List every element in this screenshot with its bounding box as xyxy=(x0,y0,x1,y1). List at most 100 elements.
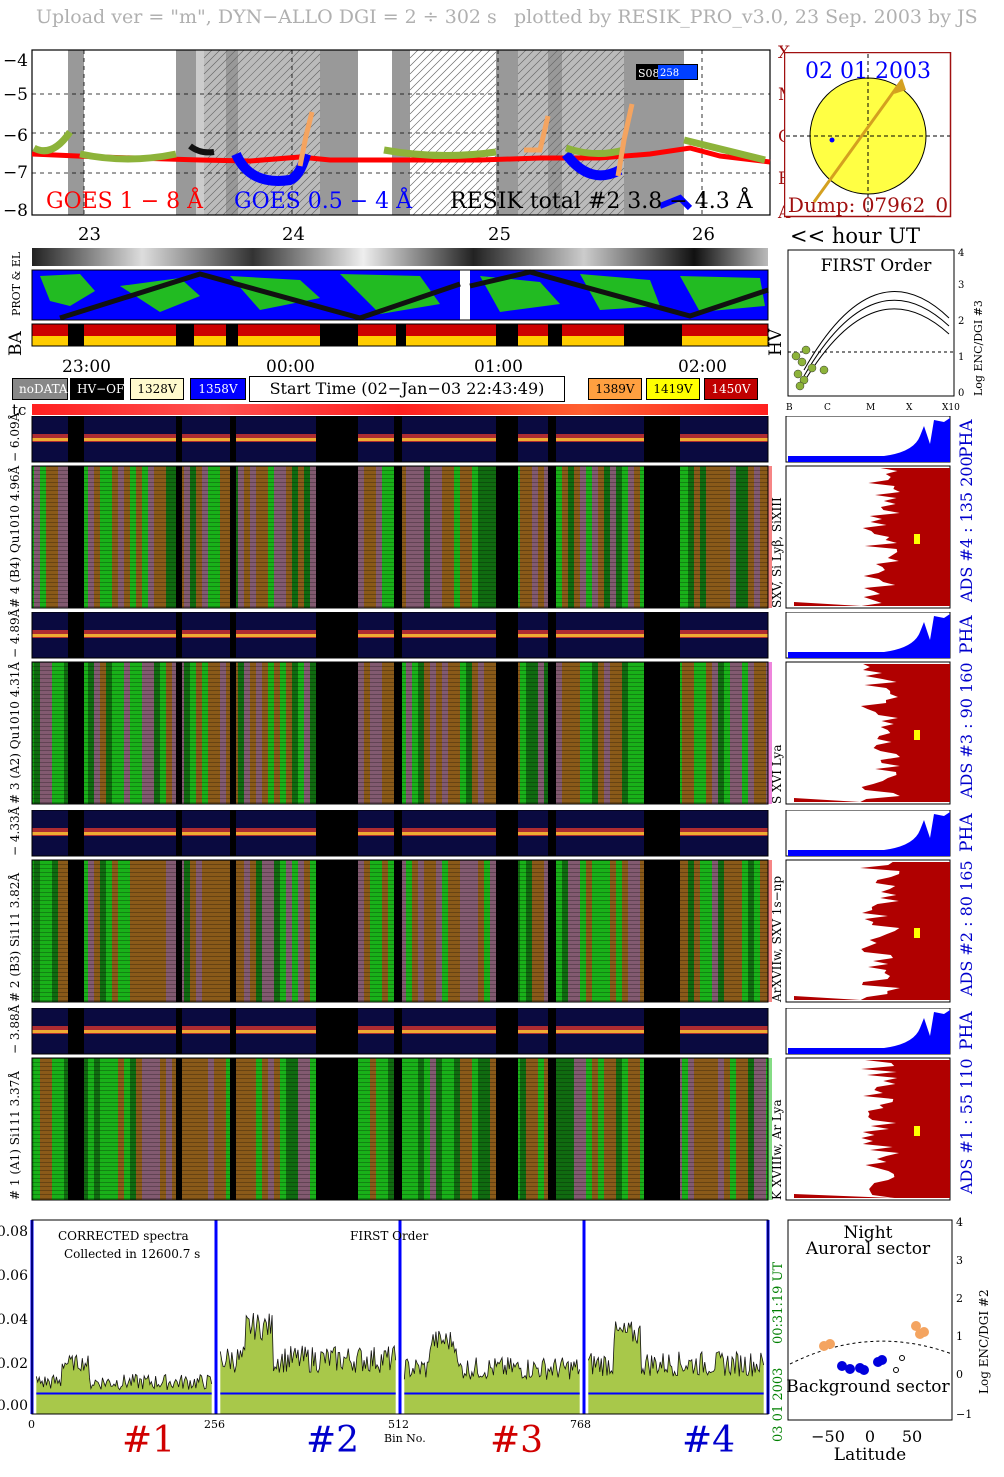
pha-label-2: PHA xyxy=(957,813,977,852)
channel-label-3: # 3 (A2) Qu1010 4.31Å xyxy=(8,661,22,804)
spec-ytick-004: 0.04 xyxy=(0,1312,28,1328)
lat-ytick-0: 0 xyxy=(956,1368,963,1381)
lat-title-background: Background sector xyxy=(786,1377,950,1397)
first-order-ytick-2: 2 xyxy=(958,316,964,327)
legend-tag-3: 1358V xyxy=(190,378,246,400)
goes-band-8 xyxy=(496,50,518,215)
pha-wavelength-1: − 3.88Å xyxy=(8,1004,22,1054)
channel-1-side: PHA ADS #1 : 55 110 xyxy=(785,1008,977,1201)
hour-label-24: 24 xyxy=(282,224,305,245)
resik-orange-1 xyxy=(297,111,315,167)
first-order-xtick-c: C xyxy=(824,403,831,413)
spectrum-area-2 xyxy=(220,1312,396,1414)
spec-annotation-first-order: FIRST Order xyxy=(350,1229,428,1243)
pha-histogram-2 xyxy=(788,812,950,856)
legend-tag-6: 1450V xyxy=(704,378,758,400)
lat-ytick-3: 3 xyxy=(956,1254,963,1267)
hour-label-23: 23 xyxy=(78,224,101,245)
goes-ytick-6: −6 xyxy=(3,126,28,146)
ads-histogram-4 xyxy=(794,468,950,606)
pha-label-1: PHA xyxy=(957,1011,977,1050)
lines-label-2: ArXVIIw, SXV 1s−np xyxy=(770,875,784,1002)
first-order-xtick-m: M xyxy=(866,403,875,413)
start-time-box: Start Time (02−Jan−03 22:43:49) xyxy=(249,376,565,402)
time-label-2300: 23:00 xyxy=(62,357,111,377)
spectrum-panel: 0.08 0.06 0.04 0.02 0.00 0 256 512 768 B… xyxy=(0,1219,786,1444)
pha-label-4: PHA xyxy=(957,419,977,458)
legend-goes-long: GOES 1 − 8 Å xyxy=(46,186,204,214)
time-label-0200: 02:00 xyxy=(678,357,727,377)
orbit-ba-label: BA xyxy=(6,331,26,356)
goes-ytick-5: −5 xyxy=(3,85,28,105)
goes-long-series xyxy=(31,145,771,165)
channel-3-panel xyxy=(31,612,772,805)
lat-xtick-50: 50 xyxy=(902,1427,922,1446)
ads-histogram-2 xyxy=(794,862,950,1000)
ads-label-2: ADS #2 : 80 165 xyxy=(957,860,976,997)
orbit-hv-label: HV xyxy=(766,328,786,356)
goes-frame xyxy=(31,49,771,216)
legend-tag-1: HV−OFF xyxy=(70,378,133,400)
goes-band-2 xyxy=(196,50,204,215)
goes-band-7 xyxy=(392,50,410,215)
spec-ytick-008: 0.08 xyxy=(0,1224,28,1240)
pha-histogram-1 xyxy=(788,1010,950,1054)
spec-side-date: 03 01 2003 xyxy=(771,1368,786,1442)
lat-title-night: Night xyxy=(844,1223,893,1243)
sun-date: 02 01 2003 xyxy=(805,59,931,84)
spec-ytick-006: 0.06 xyxy=(0,1268,28,1284)
first-order-ylabel: Log ENC/DGI #3 xyxy=(972,300,985,396)
channel-label-1: # 1 (A1) Si111 3.37Å xyxy=(8,1071,22,1200)
first-order-ytick-0: 0 xyxy=(958,388,964,399)
first-order-xtick-x10: X10 xyxy=(942,403,960,413)
goes-ytick-7: −7 xyxy=(3,163,28,183)
pha-label-3: PHA xyxy=(957,615,977,654)
ads-label-4: ADS #4 : 135 200 xyxy=(957,456,976,603)
legend-tag-5: 1419V xyxy=(646,378,700,400)
resik-black-1 xyxy=(188,143,215,156)
spectrum-line-4 xyxy=(587,1321,765,1377)
lines-label-3: S XVI Lya xyxy=(770,744,784,805)
segment-label-1: #1 xyxy=(122,1420,176,1461)
pha-wavelength-2: − 4.33Å xyxy=(8,806,22,856)
spec-annotation-collected: Collected in 12600.7 s xyxy=(64,1247,200,1261)
lat-xtick-m50: −50 xyxy=(811,1427,845,1446)
legend-tag-0: noDATA xyxy=(12,378,68,400)
segment-label-2: #2 xyxy=(306,1420,360,1461)
spec-ytick-000: 0.00 xyxy=(0,1398,28,1414)
lines-label-4: SXV, Si Lyβ, SiXIII xyxy=(770,497,784,608)
spectrum-area-4 xyxy=(588,1321,764,1414)
resik-orange-2 xyxy=(524,115,551,153)
goes-band-0 xyxy=(68,50,84,215)
spectrum-line-3 xyxy=(403,1330,581,1381)
legend-tag-4: 1389V xyxy=(588,378,642,400)
channel-label-2: # 2 (B3) Si111 3.82Å xyxy=(8,872,22,1002)
lat-ytick-4: 4 xyxy=(956,1216,963,1229)
ads-histogram-3 xyxy=(794,664,950,802)
header-upload-info: Upload ver = "m", DYN−ALLO DGI = 2 ÷ 302… xyxy=(36,6,497,28)
time-label-0000: 00:00 xyxy=(266,357,315,377)
pha-histogram-4 xyxy=(788,418,950,462)
goes-ytick-4: −4 xyxy=(3,51,28,71)
channel-2-side: PHA ADS #2 : 80 165 xyxy=(785,810,977,1003)
spec-xtick-0: 0 xyxy=(28,1418,35,1431)
resik-green-1 xyxy=(79,150,177,163)
hour-label-25: 25 xyxy=(488,224,511,245)
ads-label-1: ADS #1 : 55 110 xyxy=(957,1058,976,1195)
sun-dump-id: Dump: 07962_0 xyxy=(788,193,948,217)
pha-wavelength-3: − 4.89Å xyxy=(8,608,22,658)
spec-side-time: 00:31:19 UT xyxy=(771,1262,786,1344)
goes-lightcurve-panel: −4 −5 −6 −7 −8 X M C B A S08 258 GOES 1 … xyxy=(3,43,795,222)
goes-band-1 xyxy=(176,50,196,215)
first-order-panel: FIRST Order B C M X X10 4 3 2 1 0 Log EN… xyxy=(786,248,985,413)
first-order-xtick-x: X xyxy=(906,403,913,413)
latitude-panel: Night Auroral sector Background sector −… xyxy=(786,1216,991,1464)
spec-xtick-512: 512 xyxy=(388,1418,409,1431)
ads-histogram-1 xyxy=(794,1060,950,1198)
first-order-ytick-1: 1 xyxy=(958,352,964,363)
spec-xtick-256: 256 xyxy=(204,1418,225,1431)
orbit-prot-label: PROT & EL xyxy=(10,251,23,316)
resik-green-4 xyxy=(683,136,766,164)
legend-resik: RESIK total #2 3.8 − 4.3 Å xyxy=(450,186,754,214)
